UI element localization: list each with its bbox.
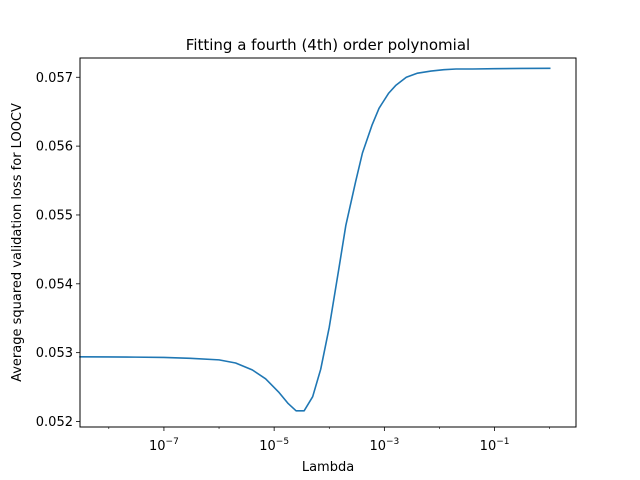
x-axis-label: Lambda — [302, 460, 354, 475]
series-line — [79, 67, 551, 412]
x-tick-label: 10−1 — [480, 437, 510, 454]
axes-frame — [79, 57, 577, 428]
axis-ticks: 10−7 10−5 10−3 10−1 0.052 0.053 0.054 0.055 0.05… — [36, 71, 551, 454]
plot-area — [79, 67, 551, 412]
x-tick-label: 10−5 — [259, 437, 289, 454]
y-tick-label: 0.055 — [36, 208, 73, 223]
chart-title: Fitting a fourth (4th) order polynomial — [186, 36, 470, 54]
x-tick-label: 10−3 — [369, 437, 399, 454]
y-tick-label: 0.053 — [36, 346, 73, 361]
y-tick-label: 0.056 — [36, 140, 73, 155]
x-tick-label: 10−7 — [149, 437, 179, 454]
y-tick-label: 0.057 — [36, 71, 73, 86]
y-axis-label: Average squared validation loss for LOOC… — [10, 103, 25, 382]
y-tick-label: 0.054 — [36, 277, 73, 292]
y-tick-label: 0.052 — [36, 415, 73, 430]
